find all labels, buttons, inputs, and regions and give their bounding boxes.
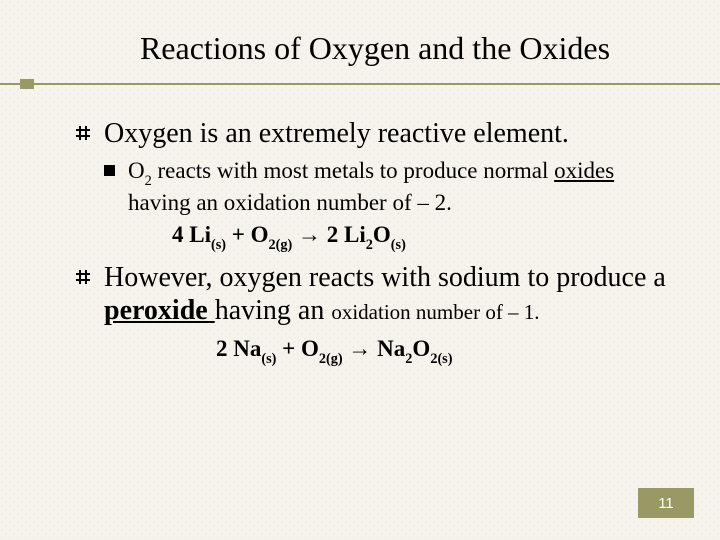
- page-number: 11: [658, 495, 674, 512]
- slide-title: Reactions of Oxygen and the Oxides: [80, 30, 670, 67]
- eq1-c-sub2: (s): [391, 237, 406, 253]
- slide: Reactions of Oxygen and the Oxides Oxyge…: [0, 0, 720, 540]
- b2-mid2: having an oxidation number of – 2.: [128, 190, 452, 215]
- equation-1: 4 Li(s) + O2(g) → 2 Li2O(s): [172, 220, 670, 253]
- b2-underline-oxides: oxides: [554, 158, 614, 183]
- eq2-c: Na: [377, 336, 405, 361]
- eq1-c2: O: [373, 222, 391, 247]
- b3-underline-peroxide: peroxide: [104, 295, 215, 326]
- eq1-a: 4 Li: [172, 222, 211, 247]
- bullet-level-2: O2 reacts with most metals to produce no…: [104, 157, 670, 218]
- b2-mid1: reacts with most metals to produce norma…: [152, 158, 554, 183]
- eq1-b-sub: 2(g): [269, 237, 293, 253]
- hash-bullet-icon: [76, 270, 90, 284]
- b2-pre: O: [128, 158, 145, 183]
- b2-sub1: 2: [145, 173, 152, 189]
- eq2-c-sub1: 2: [405, 351, 412, 367]
- eq2-plus: + O: [276, 336, 319, 361]
- eq1-plus: + O: [226, 222, 269, 247]
- bullet-level-1: However, oxygen reacts with sodium to pr…: [76, 261, 670, 328]
- eq2-b-sub: 2(g): [319, 351, 343, 367]
- eq2-arrow: →: [343, 336, 378, 361]
- slide-content: Oxygen is an extremely reactive element.…: [50, 117, 670, 367]
- eq1-c: 2 Li: [327, 222, 366, 247]
- page-number-badge: 11: [638, 488, 694, 518]
- eq1-arrow: →: [292, 222, 327, 247]
- eq1-a-sub: (s): [211, 237, 226, 253]
- eq2-a-sub: (s): [261, 351, 276, 367]
- eq2-c-sub2: 2(s): [430, 351, 452, 367]
- title-underline: [50, 79, 670, 89]
- b3-mid: having an: [215, 295, 332, 326]
- hash-bullet-icon: [76, 126, 90, 140]
- b3-tail: oxidation number of – 1.: [331, 300, 539, 324]
- eq2-c2: O: [412, 336, 430, 361]
- square-bullet-icon: [104, 165, 115, 176]
- equation-2: 2 Na(s) + O2(g) → Na2O2(s): [216, 334, 670, 367]
- bullet-1-text: Oxygen is an extremely reactive element.: [104, 118, 569, 149]
- b3-pre: However, oxygen reacts with sodium to pr…: [104, 262, 666, 293]
- rule-box: [20, 79, 34, 89]
- bullet-level-1: Oxygen is an extremely reactive element.: [76, 117, 670, 151]
- eq2-a: 2 Na: [216, 336, 261, 361]
- eq1-c-sub1: 2: [366, 237, 373, 253]
- rule-line: [0, 83, 720, 85]
